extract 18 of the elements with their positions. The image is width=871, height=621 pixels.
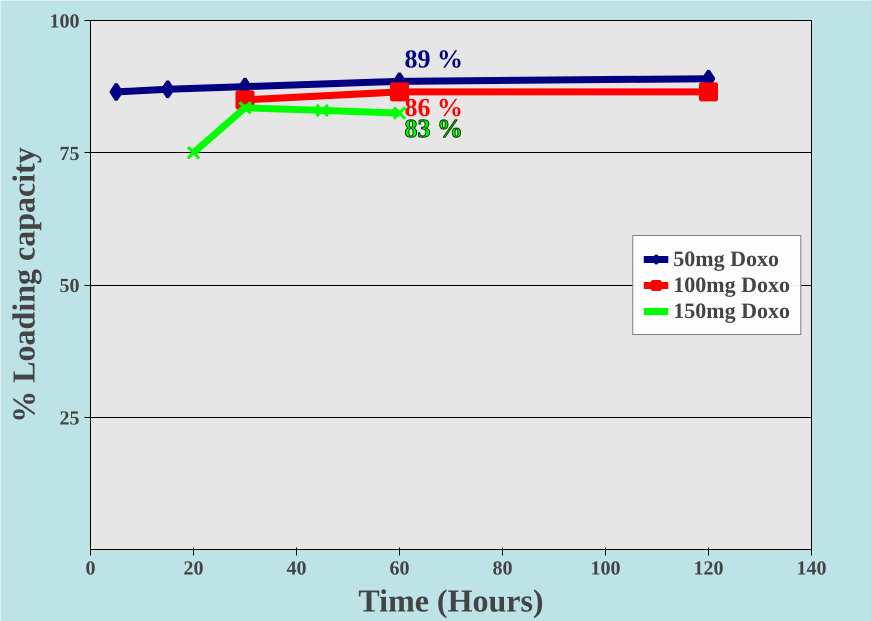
- x-tick-label: 100: [590, 558, 620, 580]
- annotation: 89 %: [404, 44, 463, 74]
- x-tick-label: 40: [286, 558, 306, 580]
- y-tick-label: 50: [60, 275, 80, 297]
- x-tick-label: 20: [184, 558, 204, 580]
- legend-label: 50mg Doxo: [673, 246, 779, 272]
- x-axis-title: Time (Hours): [358, 582, 544, 618]
- x-tick-label: 60: [390, 558, 410, 580]
- legend-label: 150mg Doxo: [673, 298, 790, 324]
- y-tick-label: 25: [60, 407, 80, 430]
- y-tick-label: 100: [50, 10, 80, 32]
- y-tick-label: 75: [60, 142, 80, 165]
- legend-label: 100mg Doxo: [673, 272, 790, 298]
- x-tick-label: 0: [86, 558, 96, 580]
- x-tick-label: 140: [796, 558, 826, 580]
- x-tick-label: 120: [694, 558, 724, 580]
- x-tick-label: 80: [492, 558, 512, 580]
- y-axis-title: % Loading capacity: [6, 147, 42, 423]
